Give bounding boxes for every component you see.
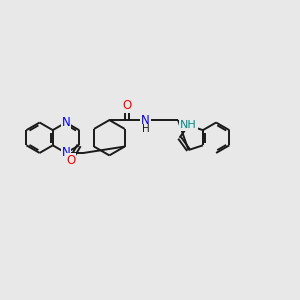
Text: N: N bbox=[61, 146, 70, 159]
Text: NH: NH bbox=[180, 120, 197, 130]
Text: H: H bbox=[142, 124, 149, 134]
Text: N: N bbox=[141, 114, 150, 127]
Text: O: O bbox=[66, 154, 75, 166]
Text: O: O bbox=[122, 99, 132, 112]
Text: N: N bbox=[61, 116, 70, 129]
